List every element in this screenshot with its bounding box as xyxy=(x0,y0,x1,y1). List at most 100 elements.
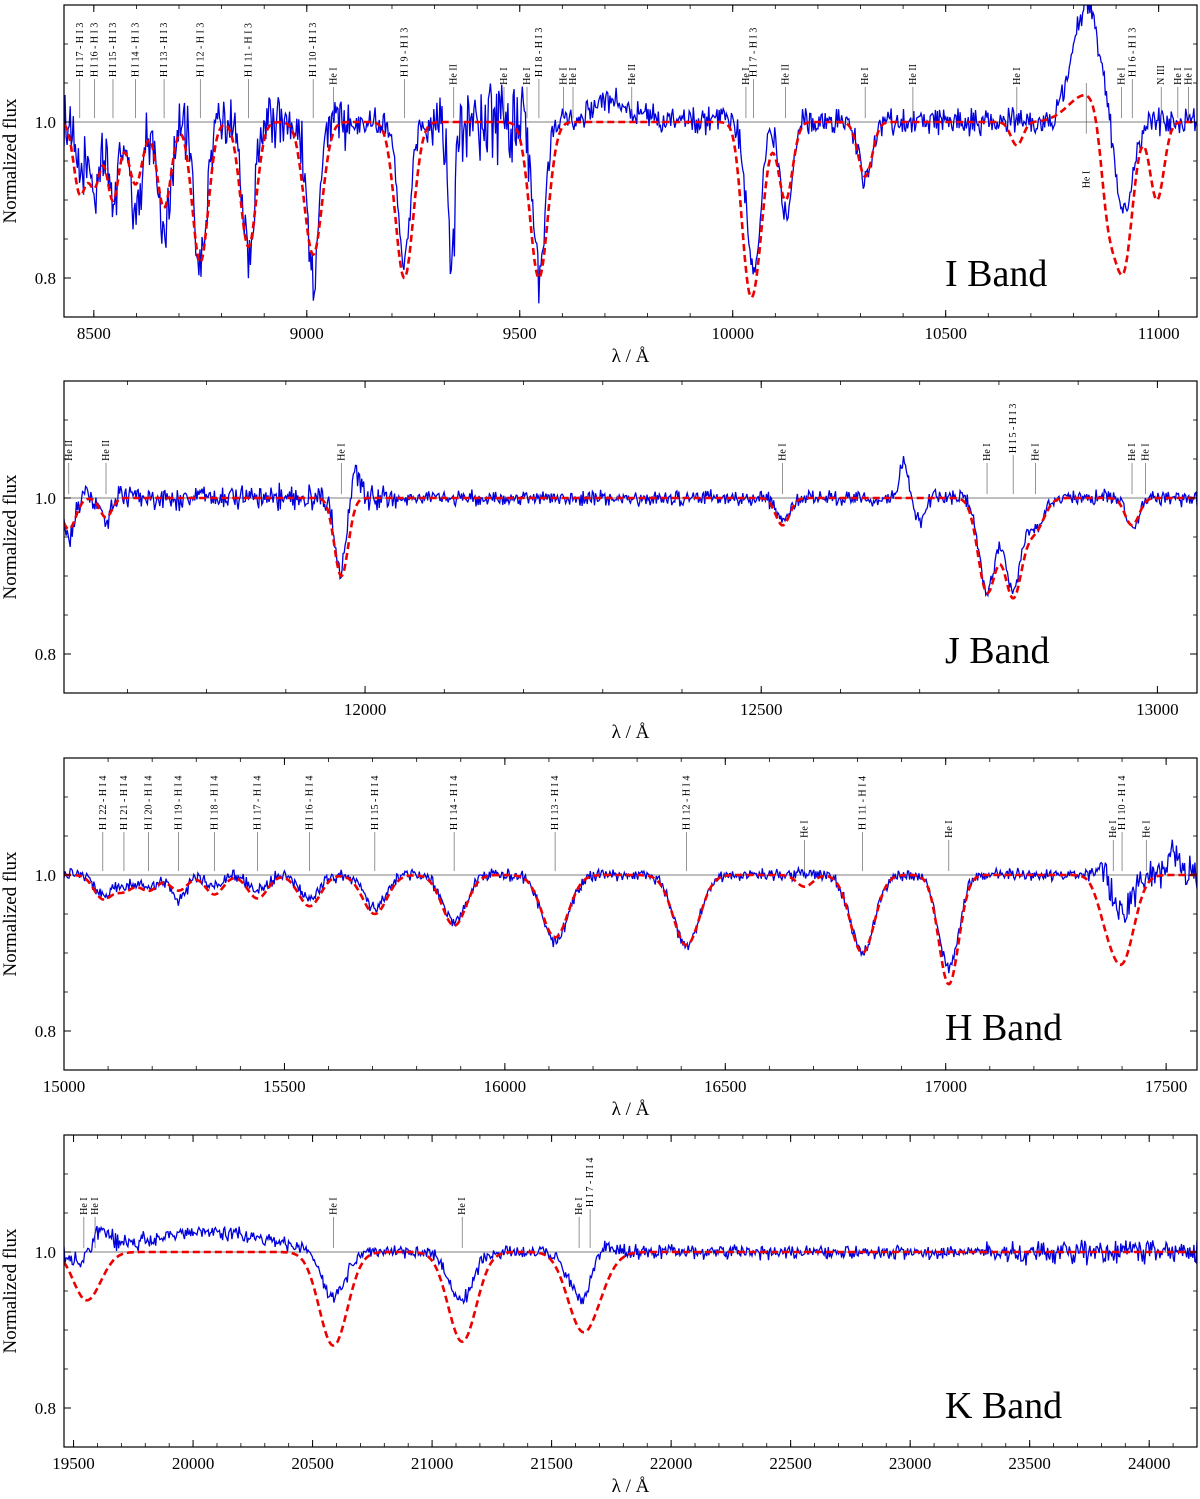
line-id-label: He I xyxy=(568,67,579,85)
x-tick-label: 16000 xyxy=(484,1077,527,1096)
line-id-label: H I 14 - H I 4 xyxy=(449,776,460,830)
x-tick-label: 22000 xyxy=(650,1454,693,1473)
band-title: I Band xyxy=(945,253,1047,295)
line-id-label: H I 10 - H I 3 xyxy=(308,23,319,77)
line-id-label: H I 7 - H I 3 xyxy=(749,28,760,77)
x-tick-label: 10500 xyxy=(924,324,967,343)
x-axis-label: λ / Å xyxy=(612,346,650,367)
y-tick-label: 1.0 xyxy=(35,113,56,132)
x-tick-label: 21500 xyxy=(530,1454,573,1473)
y-tick-label: 0.8 xyxy=(35,269,56,288)
line-id-label: He II xyxy=(64,440,75,461)
line-id-label: He I xyxy=(1108,820,1119,838)
line-id-label: He II xyxy=(627,64,638,85)
line-id-label: H I 15 - H I 4 xyxy=(370,776,381,830)
x-tick-label: 13000 xyxy=(1136,700,1179,719)
x-tick-label: 10000 xyxy=(711,324,754,343)
line-id-label: H I 18 - H I 4 xyxy=(209,776,220,830)
x-tick-label: 17000 xyxy=(924,1077,967,1096)
x-tick-label: 16500 xyxy=(704,1077,747,1096)
x-tick-label: 9500 xyxy=(503,324,537,343)
x-tick-label: 17500 xyxy=(1145,1077,1188,1096)
line-id-label: He II xyxy=(908,64,919,85)
line-id-label: He I xyxy=(522,67,533,85)
line-id-label: He I xyxy=(559,67,570,85)
y-tick-label: 0.8 xyxy=(35,1399,56,1418)
x-tick-label: 22500 xyxy=(769,1454,812,1473)
model-spectrum-line xyxy=(64,93,1197,299)
line-id-label: He I xyxy=(860,67,871,85)
line-id-label: He I xyxy=(1081,171,1092,189)
line-id-label: He II xyxy=(781,64,792,85)
line-id-label: H I 16 - H I 4 xyxy=(305,776,316,830)
line-id-label: N III xyxy=(1156,65,1167,85)
line-id-label: He I xyxy=(1183,67,1194,85)
panel-plot-area xyxy=(64,839,1197,986)
x-tick-label: 9000 xyxy=(290,324,324,343)
observed-spectrum-line xyxy=(64,839,1197,974)
line-id-label: He I xyxy=(982,443,993,461)
y-tick-label: 1.0 xyxy=(35,489,56,508)
line-id-label: H I 20 - H I 4 xyxy=(144,776,155,830)
x-tick-label: 15000 xyxy=(43,1077,86,1096)
observed-spectrum-line xyxy=(64,1225,1197,1305)
line-id-label: H I 10 - H I 4 xyxy=(1117,776,1128,830)
model-spectrum-line xyxy=(64,873,1197,986)
line-id-label: He I xyxy=(574,1197,585,1215)
line-id-label: He I xyxy=(90,1197,101,1215)
x-axis-label: λ / Å xyxy=(612,1099,650,1120)
y-tick-label: 0.8 xyxy=(35,645,56,664)
y-tick-label: 1.0 xyxy=(35,866,56,885)
line-id-label: He I xyxy=(329,67,340,85)
panel-1: H I 17 - H I 3 H I 16 - H I 3 H I 15 - H I… xyxy=(0,4,1198,367)
panel-plot-area xyxy=(64,1225,1197,1347)
line-id-label: H I 13 - H I 4 xyxy=(550,776,561,830)
panel-plot-area xyxy=(64,5,1197,304)
x-tick-label: 19500 xyxy=(52,1454,95,1473)
line-id-label: He I xyxy=(79,1197,90,1215)
band-title: H Band xyxy=(945,1007,1062,1049)
x-axis-label: λ / Å xyxy=(612,722,650,743)
line-id-label: He I xyxy=(741,67,752,85)
y-axis-label: Normalized flux xyxy=(0,1228,21,1354)
x-tick-label: 11000 xyxy=(1138,324,1180,343)
line-id-label: He I xyxy=(1030,443,1041,461)
line-id-label: He I xyxy=(1141,443,1152,461)
line-id-label: H I 17 - H I 4 xyxy=(253,776,264,830)
y-axis-label: Normalized flux xyxy=(0,98,21,224)
line-id-label: He II xyxy=(101,440,112,461)
line-id-label: H I 16 - H I 3 xyxy=(90,23,101,77)
panel-plot-area xyxy=(64,456,1197,600)
line-id-label: He I xyxy=(778,443,789,461)
line-id-label: He I xyxy=(1173,67,1184,85)
y-tick-label: 1.0 xyxy=(35,1243,56,1262)
line-id-label: He I xyxy=(1012,67,1023,85)
line-id-label: H I 7 - H I 4 xyxy=(585,1158,596,1207)
line-id-label: H I 12 - H I 3 xyxy=(195,23,206,77)
y-axis-label: Normalized flux xyxy=(0,474,21,600)
x-tick-label: 23500 xyxy=(1008,1454,1051,1473)
y-tick-label: 0.8 xyxy=(35,1022,56,1041)
line-id-label: H I 21 - H I 4 xyxy=(119,776,130,830)
x-tick-label: 21000 xyxy=(411,1454,454,1473)
line-id-label: He II xyxy=(449,64,460,85)
x-tick-label: 15500 xyxy=(263,1077,306,1096)
line-id-label: He I xyxy=(1127,443,1138,461)
model-spectrum-line xyxy=(64,496,1197,600)
x-tick-label: 20000 xyxy=(172,1454,215,1473)
line-id-label: H I 12 - H I 4 xyxy=(681,776,692,830)
line-id-label: He I xyxy=(800,820,811,838)
line-id-label: He I xyxy=(944,820,955,838)
x-tick-label: 24000 xyxy=(1128,1454,1171,1473)
line-id-label: He I xyxy=(328,1197,339,1215)
line-id-label: H I 6 - H I 3 xyxy=(1127,28,1138,77)
x-tick-label: 12500 xyxy=(740,700,783,719)
line-id-label: H I 9 - H I 3 xyxy=(399,28,410,77)
line-id-label: H I 15 - H I 3 xyxy=(108,23,119,77)
observed-spectrum-line xyxy=(64,456,1197,598)
x-tick-label: 20500 xyxy=(291,1454,334,1473)
line-id-label: H I 13 - H I 3 xyxy=(159,23,170,77)
